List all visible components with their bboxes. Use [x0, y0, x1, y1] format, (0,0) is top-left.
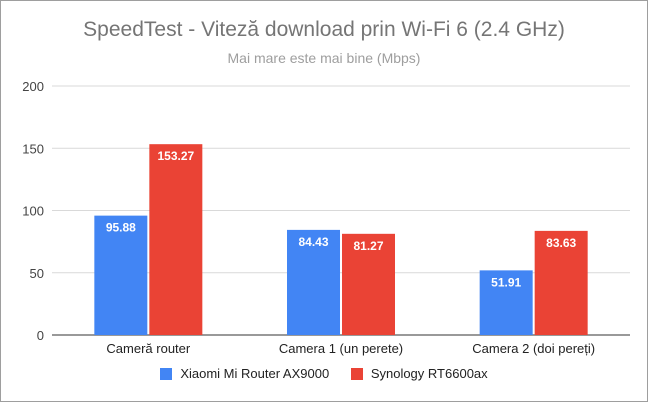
y-tick-label: 0	[37, 328, 44, 343]
bar-synology	[342, 233, 395, 335]
legend-label: Xiaomi Mi Router AX9000	[180, 366, 330, 381]
x-tick-label: Camera 2 (doi pereți)	[472, 341, 595, 356]
legend-label: Synology RT6600ax	[370, 366, 488, 381]
y-tick-label: 100	[22, 204, 44, 219]
y-tick-label: 50	[30, 266, 44, 281]
bar-synology	[149, 144, 203, 335]
bar-xiaomi	[94, 215, 148, 335]
chart-title: SpeedTest - Viteză download prin Wi-Fi 6…	[83, 18, 565, 41]
data-label: 51.91	[491, 275, 521, 289]
chart-legend: Xiaomi Mi Router AX9000 Synology RT6600a…	[0, 366, 648, 383]
chart-subtitle: Mai mare este mai bine (Mbps)	[227, 50, 421, 66]
legend-swatch	[160, 367, 173, 380]
data-label: 95.88	[106, 221, 136, 235]
bar-xiaomi	[479, 270, 533, 335]
legend-item-series-1: Synology RT6600ax	[350, 366, 488, 381]
y-tick-label: 200	[22, 79, 44, 94]
data-label: 83.63	[546, 236, 576, 250]
legend-item-series-0: Xiaomi Mi Router AX9000	[160, 366, 329, 381]
data-label: 153.27	[157, 149, 194, 163]
bar-xiaomi	[287, 229, 340, 335]
y-tick-label: 150	[22, 141, 44, 156]
data-label: 84.43	[298, 235, 328, 249]
bar-synology	[534, 230, 588, 335]
legend-swatch	[350, 367, 363, 380]
x-tick-label: Camera 1 (un perete)	[279, 341, 403, 356]
x-tick-label: Cameră router	[106, 341, 190, 356]
data-label: 81.27	[353, 239, 383, 253]
